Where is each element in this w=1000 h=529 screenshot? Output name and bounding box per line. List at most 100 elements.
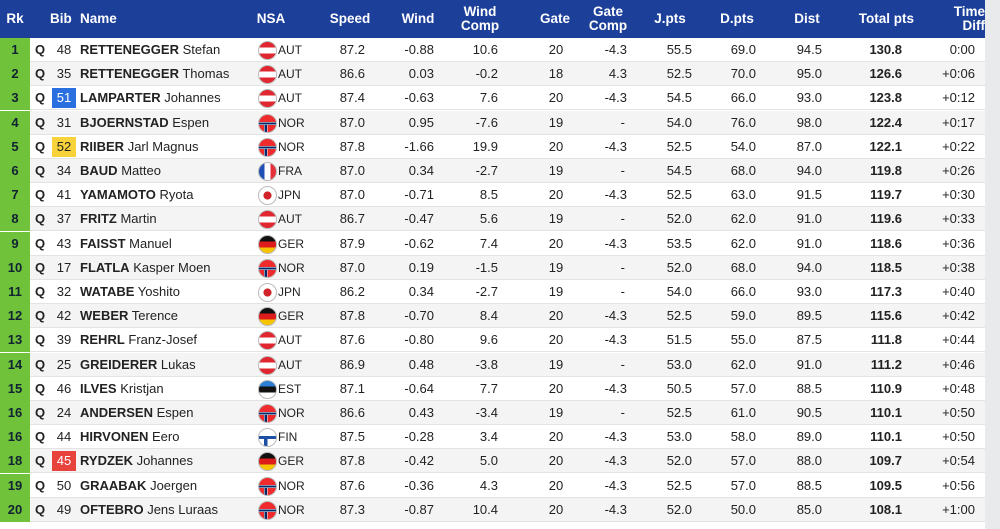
diff: +0:26 — [942, 163, 975, 178]
wind: -0.71 — [404, 187, 434, 203]
dist: 91.5 — [796, 187, 822, 203]
total: 119.8 — [870, 163, 902, 178]
speed: 86.6 — [339, 66, 365, 82]
wind: 0.34 — [408, 163, 434, 178]
speed: 87.2 — [339, 42, 365, 57]
qualified: Q — [35, 114, 46, 130]
dist: 91.0 — [796, 356, 822, 372]
diff: +0:30 — [942, 187, 975, 203]
athlete-name: GRAABAK Joergen — [80, 474, 197, 498]
qualified: Q — [35, 211, 46, 227]
qualified: Q — [35, 405, 46, 420]
result-row: 5 Q 52 RIIBER Jarl Magnus NOR 87.8 -1.66 19.9 20… — [0, 134, 985, 159]
gate-comp: -4.3 — [604, 187, 627, 203]
athlete-name: WATABE Yoshito — [80, 280, 180, 304]
total: 119.6 — [870, 211, 902, 227]
nsa: AUT — [278, 212, 302, 227]
nsa: AUT — [278, 67, 302, 82]
result-row: 9 Q 43 FAISST Manuel GER 87.9 -0.62 7.4 20 -4.3 53… — [0, 231, 985, 256]
dist: 94.0 — [796, 163, 822, 178]
qualified: Q — [35, 429, 46, 445]
j-pts: 52.0 — [666, 501, 692, 517]
wind: -0.87 — [404, 501, 434, 517]
bib: 37 — [56, 211, 72, 227]
gate: 19 — [548, 163, 564, 178]
j-pts: 52.5 — [666, 477, 692, 493]
d-pts: 54.0 — [730, 138, 756, 154]
rank: 15 — [0, 376, 30, 401]
rank: 20 — [0, 497, 30, 522]
d-pts: 63.0 — [730, 187, 756, 203]
gate: 19 — [548, 405, 564, 420]
gate: 20 — [548, 477, 564, 493]
qualified: Q — [35, 453, 46, 469]
flag — [258, 331, 277, 351]
wind: -0.64 — [404, 380, 434, 396]
speed: 87.6 — [339, 477, 365, 493]
j-pts: 52.5 — [666, 187, 692, 203]
qualified: Q — [35, 501, 46, 517]
surname: YAMAMOTO — [80, 187, 156, 203]
qualified: Q — [35, 332, 46, 348]
result-row: 6 Q 34 BAUD Matteo FRA 87.0 0.34 -2.7 19 - 54.5 68.… — [0, 159, 985, 183]
bib: 43 — [56, 235, 72, 251]
dist: 94.0 — [796, 259, 822, 275]
total: 109.5 — [869, 477, 902, 493]
given-name: Martin — [120, 211, 157, 227]
d-pts: 50.0 — [730, 501, 756, 517]
rank: 9 — [0, 231, 30, 256]
speed: 87.0 — [339, 114, 365, 130]
rank: 12 — [0, 304, 30, 329]
total: 111.2 — [870, 356, 902, 372]
given-name: Eero — [152, 429, 180, 445]
gate-comp: -4.3 — [604, 90, 627, 106]
qualified: Q — [35, 90, 46, 106]
wind: 0.19 — [408, 259, 434, 275]
d-pts: 68.0 — [730, 259, 756, 275]
gate: 20 — [548, 308, 564, 324]
header-d-pts: D.pts — [712, 0, 762, 38]
header-label: Wind Comp — [460, 4, 500, 33]
rank: 16 — [0, 425, 30, 450]
wind: -0.47 — [404, 211, 434, 227]
gate: 20 — [548, 187, 564, 203]
d-pts: 57.0 — [730, 453, 756, 469]
header-label: Time Diff — [953, 4, 985, 33]
athlete-name: YAMAMOTO Ryota — [80, 183, 193, 207]
athlete-name: OFTEBRO Jens Luraas — [80, 498, 218, 522]
wind: -0.70 — [404, 308, 434, 324]
given-name: Matteo — [121, 163, 161, 178]
j-pts: 51.5 — [666, 332, 692, 348]
rank: 16 — [0, 401, 30, 425]
bib: 39 — [56, 332, 72, 348]
speed: 87.8 — [339, 308, 365, 324]
diff: +0:06 — [942, 66, 975, 82]
surname: RYDZEK — [80, 453, 133, 469]
speed: 87.0 — [339, 259, 365, 275]
athlete-name: FAISST Manuel — [80, 232, 172, 256]
header-bib: Bib — [50, 0, 78, 38]
d-pts: 55.0 — [730, 332, 756, 348]
surname: RIIBER — [80, 138, 125, 154]
d-pts: 58.0 — [730, 429, 756, 445]
wind-comp: 8.4 — [479, 308, 498, 324]
qualified: Q — [35, 356, 46, 372]
diff: +0:12 — [942, 90, 975, 106]
speed: 86.2 — [339, 284, 365, 299]
dist: 98.0 — [796, 114, 822, 130]
given-name: Jarl Magnus — [127, 138, 199, 154]
wind-comp: 7.7 — [479, 380, 498, 396]
diff: +0:50 — [942, 429, 975, 445]
header-nsa: NSA — [250, 0, 292, 38]
diff: +0:40 — [942, 284, 975, 299]
wind: 0.43 — [408, 405, 434, 420]
j-pts: 53.5 — [666, 235, 692, 251]
speed: 87.0 — [339, 187, 365, 203]
wind-comp: 4.3 — [479, 477, 498, 493]
total: 115.6 — [870, 308, 902, 324]
result-row: 15 Q 46 ILVES Kristjan EST 87.1 -0.64 7.7 20 -4.3… — [0, 376, 985, 401]
d-pts: 66.0 — [730, 90, 756, 106]
total: 117.3 — [870, 284, 902, 299]
given-name: Franz-Josef — [128, 332, 198, 348]
bib: 51 — [52, 88, 76, 109]
